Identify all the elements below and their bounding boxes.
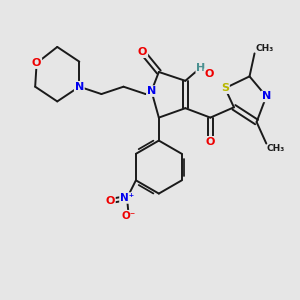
Text: N⁺: N⁺ (120, 193, 134, 203)
Text: O: O (138, 47, 147, 57)
Text: S: S (221, 83, 229, 93)
Text: N: N (262, 92, 271, 101)
Text: H: H (196, 63, 205, 73)
Text: N: N (147, 86, 156, 96)
Text: O⁻: O⁻ (122, 211, 136, 221)
Text: CH₃: CH₃ (267, 144, 285, 153)
Text: O: O (206, 137, 215, 147)
Text: O: O (106, 196, 115, 206)
Text: N: N (75, 82, 84, 92)
Text: CH₃: CH₃ (255, 44, 273, 53)
Text: O: O (32, 58, 41, 68)
Text: O: O (204, 69, 214, 79)
